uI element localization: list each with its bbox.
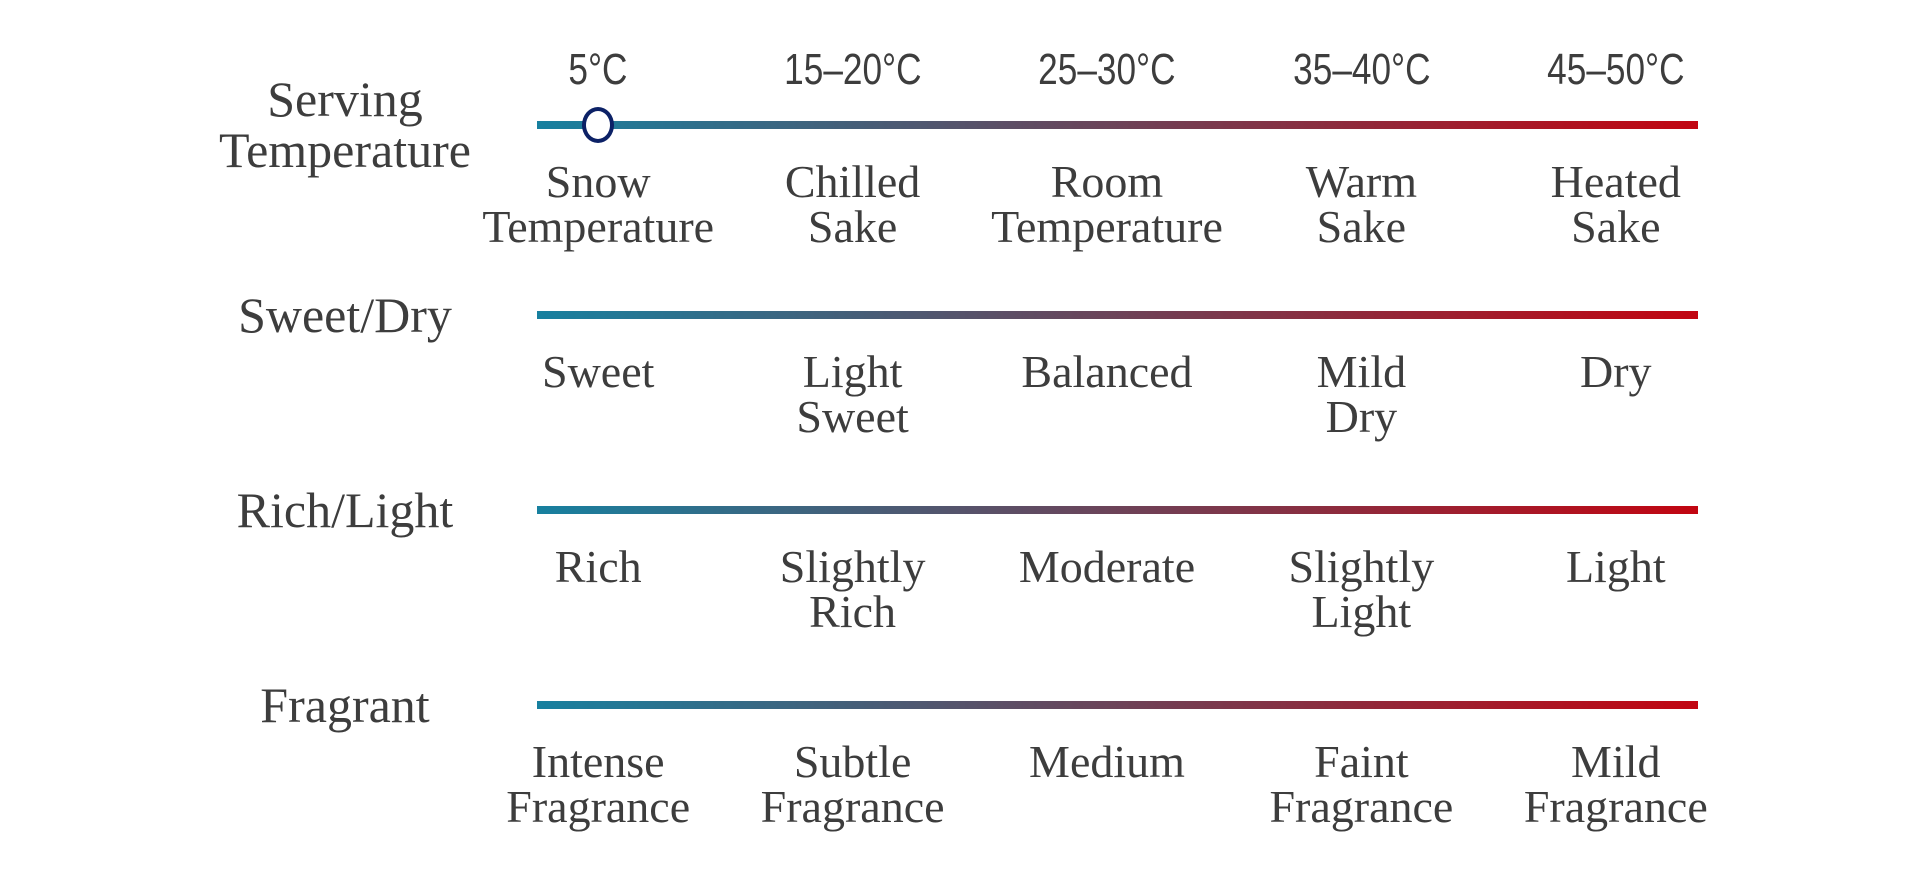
scale-item-label: Subtle Fragrance [760,736,945,832]
tick-label-text: 25–30°C [1038,45,1176,94]
scale-items-serving-temperature: Snow Temperature Chilled Sake Room Tempe… [471,156,1743,252]
scale-item-label: Warm Sake [1305,156,1418,252]
scale-item-label: Faint Fragrance [1269,736,1454,832]
gradient-scale-bar-rich-light [537,506,1698,514]
scale-items-sweet-dry: Sweet Light Sweet Balanced Mild Dry Dry [471,346,1743,442]
scale-item-label: Snow Temperature [482,156,715,252]
gradient-scale-bar-fragrant [537,701,1698,709]
scale-item-label: Slightly Rich [779,541,926,637]
tick-label: 45–50°C [1489,38,1743,102]
tick-label-text: 45–50°C [1547,45,1685,94]
scale-item-label: Intense Fragrance [506,736,691,832]
gradient-scale-bar-sweet-dry [537,311,1698,319]
scale-item-label: Medium [1029,736,1185,787]
scale-item-label: Chilled Sake [784,156,921,252]
tick-label-text: 35–40°C [1292,45,1431,94]
scale-item-label: Light [1565,541,1666,592]
row-label-sweet-dry: Sweet/Dry [238,286,452,343]
scale-items-fragrant: Intense Fragrance Subtle Fragrance Mediu… [471,736,1743,832]
scale-item-label: Slightly Light [1288,541,1435,637]
scale-item-label: Heated Sake [1550,156,1681,252]
temperature-marker [582,107,615,143]
tick-label: 15–20°C [725,38,979,102]
scale-item-label: Dry [1580,346,1652,397]
temperature-tick-row: 5°C 15–20°C 25–30°C 35–40°C 45–50°C [471,38,1743,102]
scale-item-label: Moderate [1018,541,1196,592]
tick-label-text: 5°C [568,45,628,94]
row-label-rich-light: Rich/Light [236,481,454,538]
tick-label: 25–30°C [980,38,1234,102]
gradient-scale-bar-serving-temperature [537,107,1698,143]
row-label-serving-temperature: Serving Temperature [219,71,471,178]
scale-item-label: Balanced [1021,346,1193,397]
scale-item-label: Room Temperature [991,156,1223,252]
tick-label: 5°C [471,38,725,102]
scale-item-label: Mild Fragrance [1523,736,1708,832]
scale-item-label: Light Sweet [796,346,909,442]
scale-item-label: Mild Dry [1316,346,1407,442]
tick-label-text: 15–20°C [783,45,922,94]
scale-item-label: Sweet [541,346,655,397]
tick-label: 35–40°C [1234,38,1488,102]
scale-items-rich-light: Rich Slightly Rich Moderate Slightly Lig… [471,541,1743,637]
scale-item-label: Rich [554,541,642,592]
row-label-fragrant: Fragrant [260,676,430,733]
